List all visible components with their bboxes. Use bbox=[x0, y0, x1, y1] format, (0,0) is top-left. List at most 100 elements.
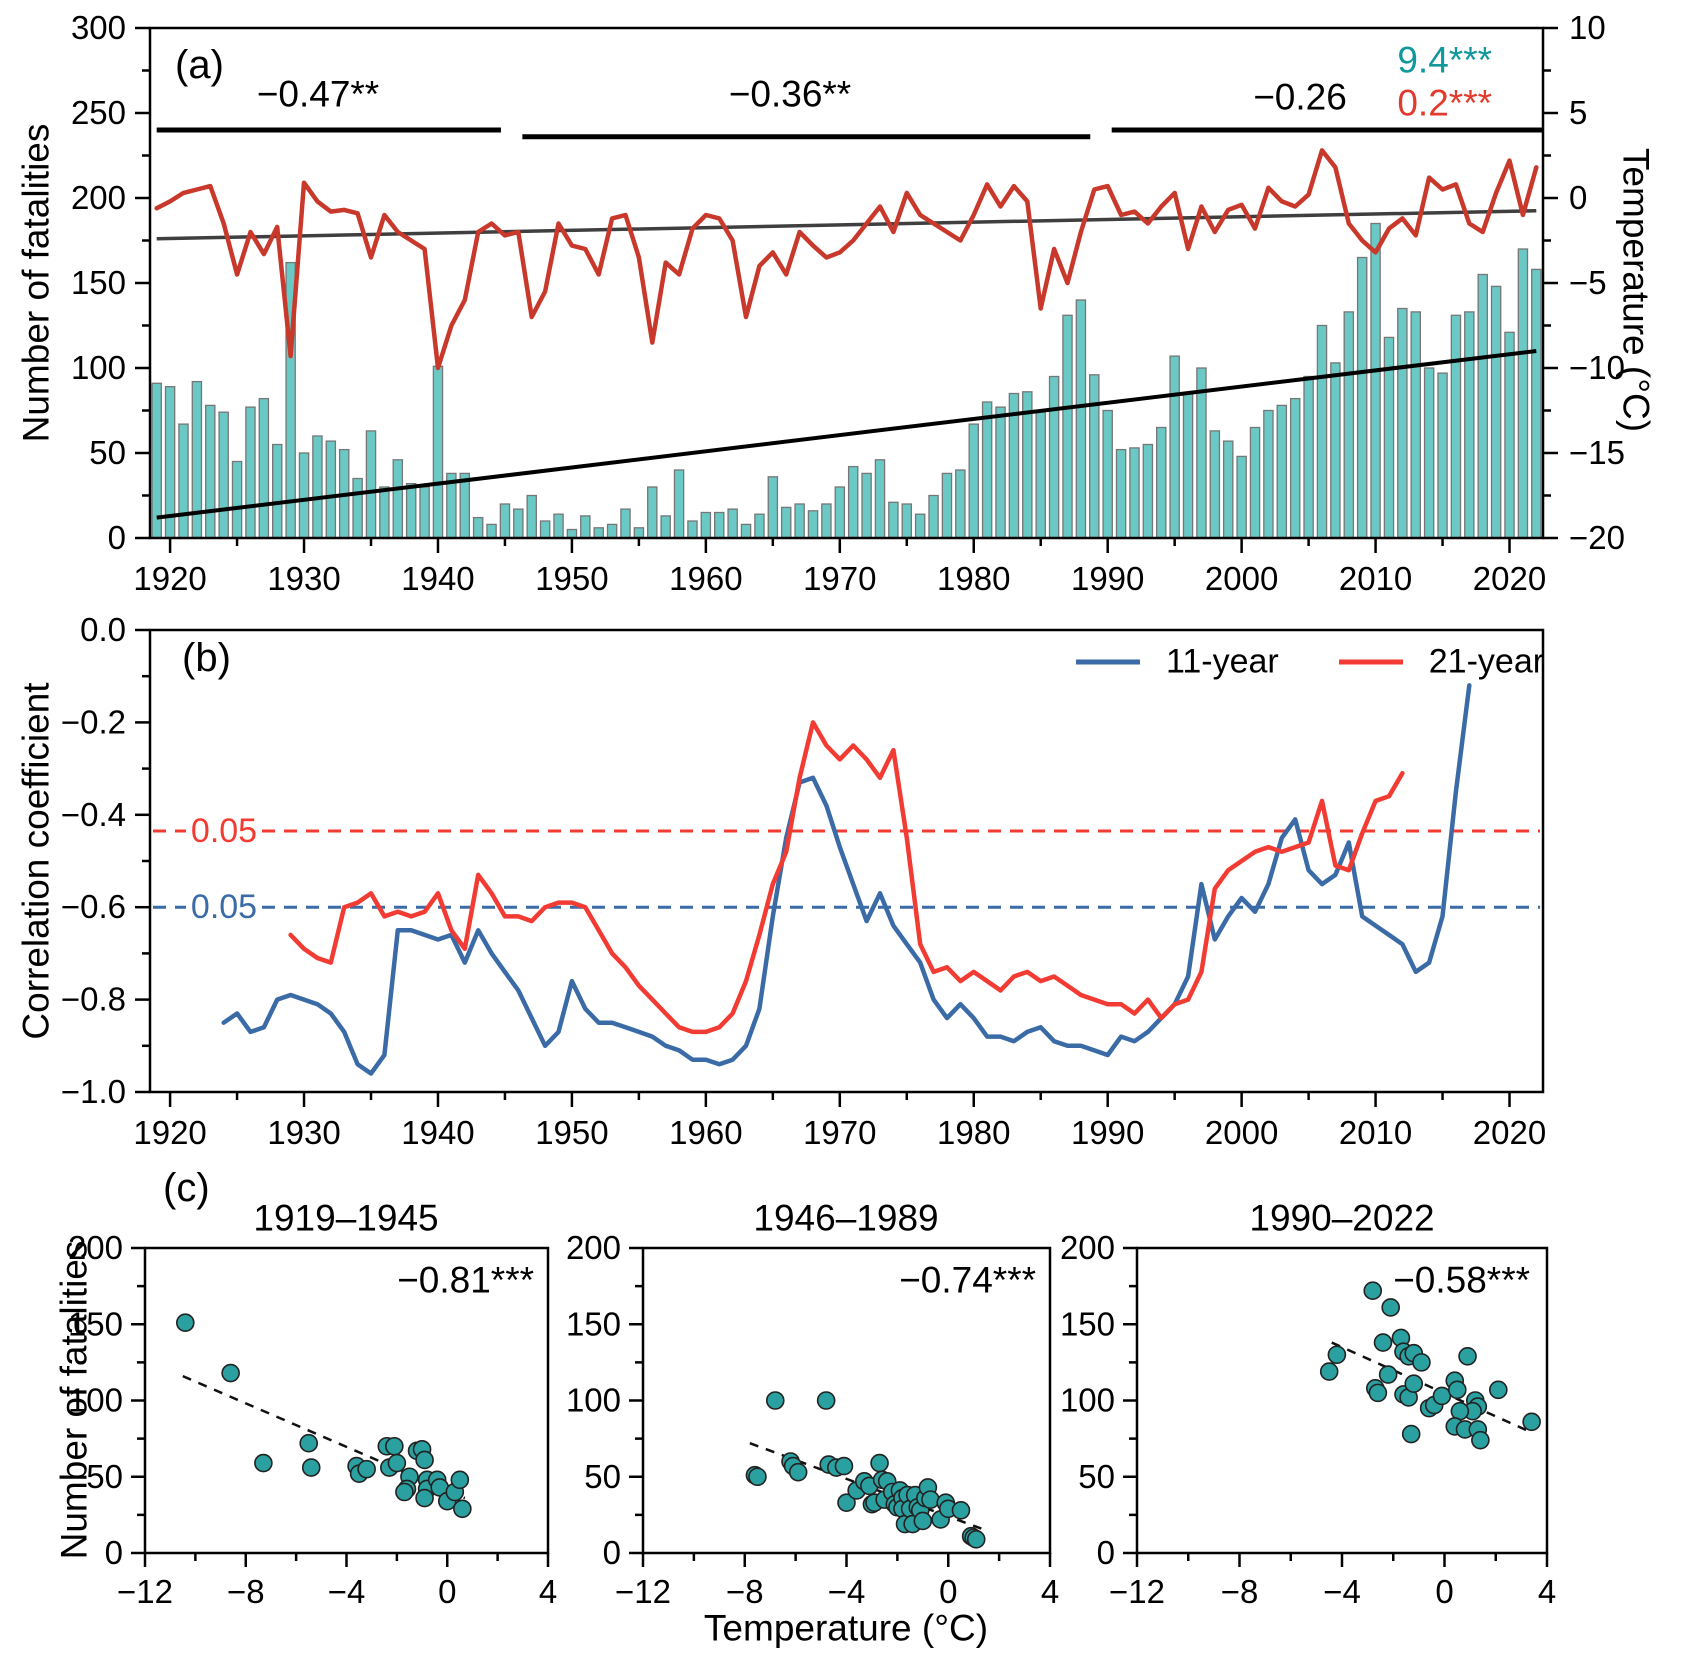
scatter-point bbox=[913, 1511, 933, 1531]
scatter-point bbox=[176, 1313, 195, 1333]
legend-label-11yr: 11-year bbox=[1166, 642, 1279, 681]
tick-label: 1940 bbox=[401, 1114, 474, 1151]
fatalities-bar bbox=[968, 423, 979, 539]
tick-label: 100 bbox=[71, 349, 126, 386]
tick-label: 100 bbox=[1060, 1382, 1115, 1419]
fatalities-bar bbox=[325, 440, 337, 539]
scatter-point bbox=[1489, 1380, 1508, 1400]
fatalities-bar bbox=[1222, 440, 1234, 539]
fatalities-bar bbox=[231, 460, 243, 539]
tick-label: −5 bbox=[1569, 264, 1607, 301]
tick-label: −12 bbox=[1109, 1573, 1165, 1610]
tick-label: 1990 bbox=[1071, 560, 1144, 597]
fatalities-bar bbox=[754, 513, 765, 539]
tick-label: 5 bbox=[1569, 94, 1587, 131]
temperature-trend-line bbox=[156, 209, 1537, 241]
significance-threshold-label-11yr: 0.05 bbox=[190, 888, 258, 926]
scatter-point bbox=[299, 1433, 319, 1453]
scatter-corr-1946-1989: −0.74*** bbox=[899, 1259, 1036, 1301]
fatalities-bar bbox=[566, 528, 578, 539]
fatalities-bar bbox=[432, 365, 444, 539]
fatalities-bar bbox=[526, 494, 537, 539]
panel-c-y-axis-title: Number of fatalities bbox=[53, 1240, 95, 1560]
tick-label: 50 bbox=[584, 1458, 621, 1495]
fatalities-bar bbox=[1035, 409, 1046, 539]
fatalities-trend-slope-label: 9.4*** bbox=[1397, 39, 1492, 81]
scatter-point bbox=[1448, 1380, 1467, 1400]
fatalities-bar bbox=[1062, 314, 1073, 539]
fatalities-bar bbox=[245, 406, 256, 539]
tick-label: −0.4 bbox=[61, 796, 126, 833]
fatalities-bar bbox=[714, 511, 725, 539]
tick-label: 2000 bbox=[1205, 1114, 1278, 1151]
tick-label: −12 bbox=[117, 1573, 173, 1610]
fatalities-bar bbox=[419, 486, 430, 539]
tick-label: 4 bbox=[1041, 1573, 1059, 1610]
panel-a-plot: 0 50 100 150 200 250 300 −20 −15 −10 −5 0 5 10 1920 193… bbox=[71, 9, 1625, 597]
tick-label: −8 bbox=[1221, 1573, 1259, 1610]
tick-label: 1970 bbox=[803, 1114, 876, 1151]
fatalities-bar bbox=[647, 486, 658, 539]
panel-a-right-axis-title: Temperature (°C) bbox=[1615, 147, 1657, 433]
scatter-point bbox=[1471, 1430, 1490, 1450]
fatalities-bar bbox=[1169, 355, 1180, 539]
tick-label: −15 bbox=[1569, 434, 1625, 471]
tick-label: −8 bbox=[726, 1573, 764, 1610]
fatalities-bar bbox=[1303, 375, 1314, 539]
tick-label: 250 bbox=[71, 94, 126, 131]
scatter-point bbox=[1363, 1281, 1383, 1300]
tick-label: 150 bbox=[71, 264, 126, 301]
tick-label: 1920 bbox=[133, 1114, 206, 1151]
fatalities-bar bbox=[673, 469, 685, 539]
tick-label: −20 bbox=[1569, 519, 1625, 556]
scatter-point bbox=[415, 1450, 434, 1470]
scatter-point bbox=[395, 1482, 414, 1502]
tick-label: 1970 bbox=[803, 560, 876, 597]
scatter-title-1919-1945: 1919–1945 bbox=[253, 1197, 439, 1239]
tick-label: 1950 bbox=[535, 1114, 608, 1151]
tick-label: 4 bbox=[1538, 1573, 1556, 1610]
tick-label: 0 bbox=[603, 1534, 621, 1571]
fatalities-bar bbox=[352, 477, 363, 539]
panel-b-y-axis-title: Correlation coefficient bbox=[15, 682, 57, 1040]
tick-label: 0 bbox=[438, 1573, 456, 1610]
fatalities-bar bbox=[1209, 430, 1221, 539]
fatalities-bar bbox=[1075, 299, 1087, 539]
scatter-point bbox=[1401, 1424, 1421, 1444]
tick-label: 1930 bbox=[267, 560, 340, 597]
scatter-point bbox=[834, 1456, 854, 1476]
fatalities-bar bbox=[258, 397, 270, 539]
tick-label: 1960 bbox=[669, 1114, 742, 1151]
scatter-point bbox=[1373, 1333, 1393, 1352]
fatalities-bar bbox=[955, 469, 966, 539]
tick-label: 4 bbox=[539, 1573, 557, 1610]
panel-c-x-axis-title: Temperature (°C) bbox=[703, 1607, 989, 1649]
fatalities-bar bbox=[459, 472, 471, 539]
fatalities-bar bbox=[700, 511, 712, 539]
scatter-point bbox=[450, 1470, 470, 1490]
fatalities-bar bbox=[1370, 222, 1381, 539]
temperature-line bbox=[154, 148, 1539, 371]
fatalities-bar bbox=[1142, 443, 1154, 539]
tick-label: 50 bbox=[89, 434, 126, 471]
corr-line-21-year bbox=[288, 720, 1405, 1035]
scatter-point bbox=[1522, 1412, 1541, 1432]
tick-label: 2000 bbox=[1205, 560, 1278, 597]
fatalities-bar bbox=[780, 506, 792, 539]
fatalities-bar bbox=[834, 486, 846, 539]
panel-c-letter: (c) bbox=[163, 1166, 210, 1210]
tick-label: 1940 bbox=[401, 560, 474, 597]
fatalities-bar bbox=[1356, 256, 1368, 539]
tick-label: 2010 bbox=[1339, 1114, 1412, 1151]
scatter-point bbox=[387, 1453, 407, 1473]
panel-b-legend: 11-year 21-year bbox=[1076, 643, 1544, 682]
tick-label: −8 bbox=[227, 1573, 265, 1610]
fatalities-bar bbox=[995, 406, 1006, 539]
tick-label: 200 bbox=[1060, 1229, 1115, 1266]
fatalities-bar bbox=[861, 472, 872, 539]
scatter-point bbox=[415, 1488, 434, 1508]
scatter-point bbox=[1404, 1374, 1424, 1394]
tick-label: 2020 bbox=[1473, 560, 1546, 597]
scatter-point bbox=[453, 1499, 472, 1519]
panel-b-plot: −1.0 −0.8 −0.6 −0.4 −0.2 0.0 1920 1930 1940 1950 1… bbox=[61, 611, 1546, 1151]
